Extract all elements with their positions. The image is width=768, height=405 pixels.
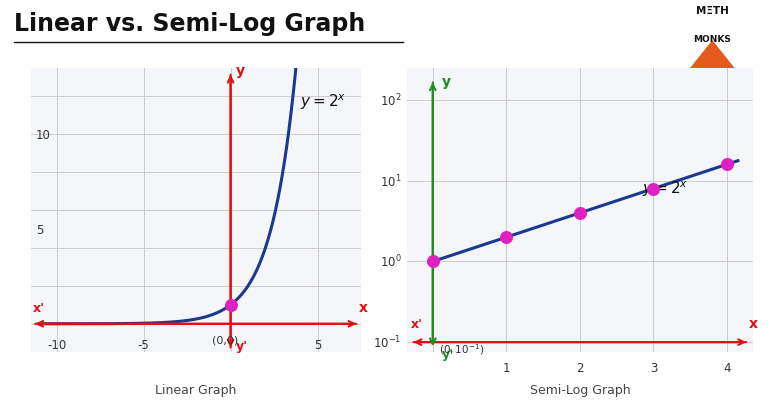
Point [720,162,733,168]
Text: $y = 2^x$: $y = 2^x$ [642,179,689,199]
Text: x: x [359,301,368,315]
Text: x': x' [411,317,423,330]
Text: Semi-Log Graph: Semi-Log Graph [529,384,631,396]
Text: -5: -5 [137,339,150,352]
Text: y': y' [442,347,454,360]
Text: 3: 3 [650,361,657,374]
Text: x: x [749,316,758,330]
Point [647,186,660,192]
Text: 2: 2 [576,361,584,374]
Text: (0,0): (0,0) [212,335,239,345]
Text: $(0, 10^{-1})$: $(0, 10^{-1})$ [439,342,484,357]
Text: x': x' [32,302,45,315]
Text: $10^{2}$: $10^{2}$ [380,93,402,109]
Text: MONKS: MONKS [694,35,731,44]
Point [224,302,237,308]
Text: 5: 5 [314,339,321,352]
Text: Linear vs. Semi-Log Graph: Linear vs. Semi-Log Graph [14,12,365,36]
Point [500,234,512,241]
Text: y: y [236,64,245,77]
Text: $10^{-1}$: $10^{-1}$ [373,334,402,351]
Point [427,258,439,265]
Text: Linear Graph: Linear Graph [155,384,237,396]
Text: 1: 1 [502,361,510,374]
Text: 5: 5 [36,223,43,236]
Text: 4: 4 [723,361,730,374]
Point [574,210,586,217]
Text: $10^{0}$: $10^{0}$ [380,254,402,270]
Polygon shape [681,41,743,79]
Text: y: y [442,75,451,89]
Text: MΞTH: MΞTH [696,6,729,15]
Text: $y = 2^x$: $y = 2^x$ [300,92,346,112]
Text: -10: -10 [47,339,66,352]
Text: 10: 10 [36,128,51,141]
Text: $10^{1}$: $10^{1}$ [380,173,402,190]
Text: y': y' [236,339,248,352]
